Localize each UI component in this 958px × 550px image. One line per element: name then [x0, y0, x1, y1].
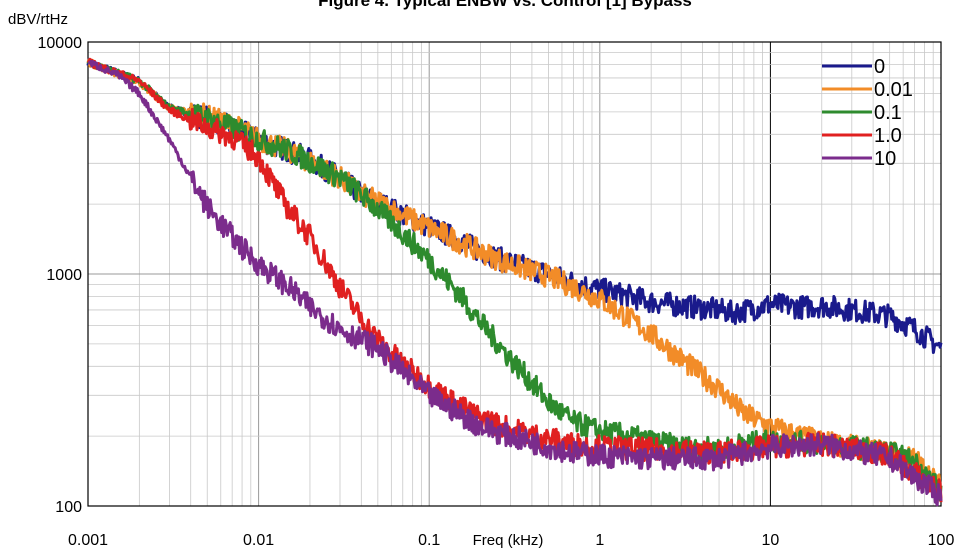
legend-entry: 0.1 [874, 102, 902, 124]
legend-entry: 0 [874, 56, 885, 78]
plot-frame [87, 41, 942, 507]
y-tick-label: 1000 [46, 267, 82, 284]
x-axis-label: Freq (kHz) [473, 532, 544, 549]
series-line-4 [87, 60, 943, 507]
x-tick-label: 1 [595, 532, 604, 549]
x-tick-label: 10 [762, 532, 780, 549]
chart-title: Figure 4. Typical ENBW vs. Control [1] B… [318, 0, 692, 10]
legend: 00.010.11.010 [822, 56, 913, 170]
legend-entry: 1.0 [874, 125, 902, 147]
legend-entry: 10 [874, 148, 896, 170]
y-tick-label: 10000 [38, 35, 83, 52]
y-tick-label: 100 [55, 499, 82, 516]
x-tick-label: 0.001 [68, 532, 108, 549]
legend-entry: 0.01 [874, 79, 913, 101]
series-layer [86, 57, 943, 507]
x-tick-label: 0.01 [243, 532, 274, 549]
y-axis-label: dBV/rtHz [8, 11, 68, 28]
series-line-0 [86, 57, 943, 354]
x-tick-label: 100 [928, 532, 955, 549]
x-tick-label: 0.1 [418, 532, 440, 549]
